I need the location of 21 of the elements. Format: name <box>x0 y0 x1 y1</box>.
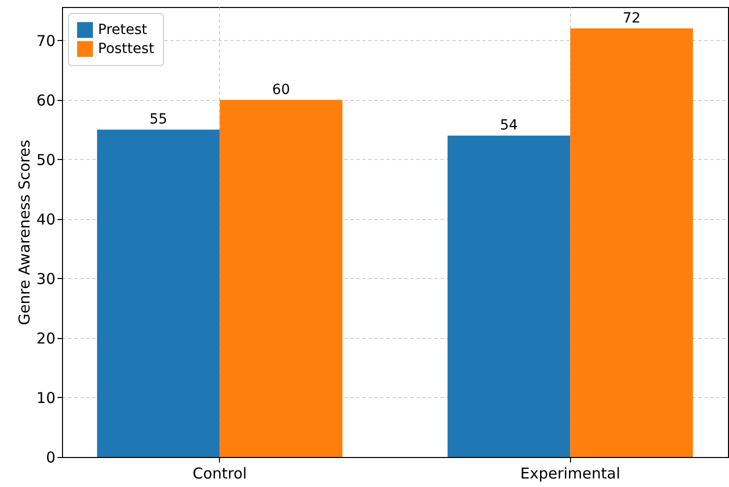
y-tick-label: 40 <box>36 210 56 228</box>
data-label: 72 <box>622 10 641 26</box>
y-tick-label: 70 <box>36 32 56 50</box>
bar <box>570 28 693 457</box>
y-tick-label: 0 <box>46 448 56 466</box>
bar <box>448 136 570 457</box>
data-label: 54 <box>500 118 518 134</box>
y-tick-label: 50 <box>36 150 56 169</box>
y-tick-label: 20 <box>36 329 56 348</box>
y-tick-label: 60 <box>36 91 56 110</box>
y-tick-label: 30 <box>36 270 56 288</box>
data-label: 55 <box>149 112 168 128</box>
y-tick-label: 10 <box>36 388 56 407</box>
x-tick-label: Control <box>192 464 247 482</box>
legend-label: Posttest <box>98 41 155 57</box>
legend-label: Pretest <box>98 22 148 38</box>
data-label: 60 <box>272 82 290 98</box>
bar <box>220 100 342 457</box>
bar <box>97 130 220 457</box>
y-axis-title: Genre Awareness Scores <box>15 140 34 326</box>
x-tick-label: Experimental <box>520 464 620 482</box>
